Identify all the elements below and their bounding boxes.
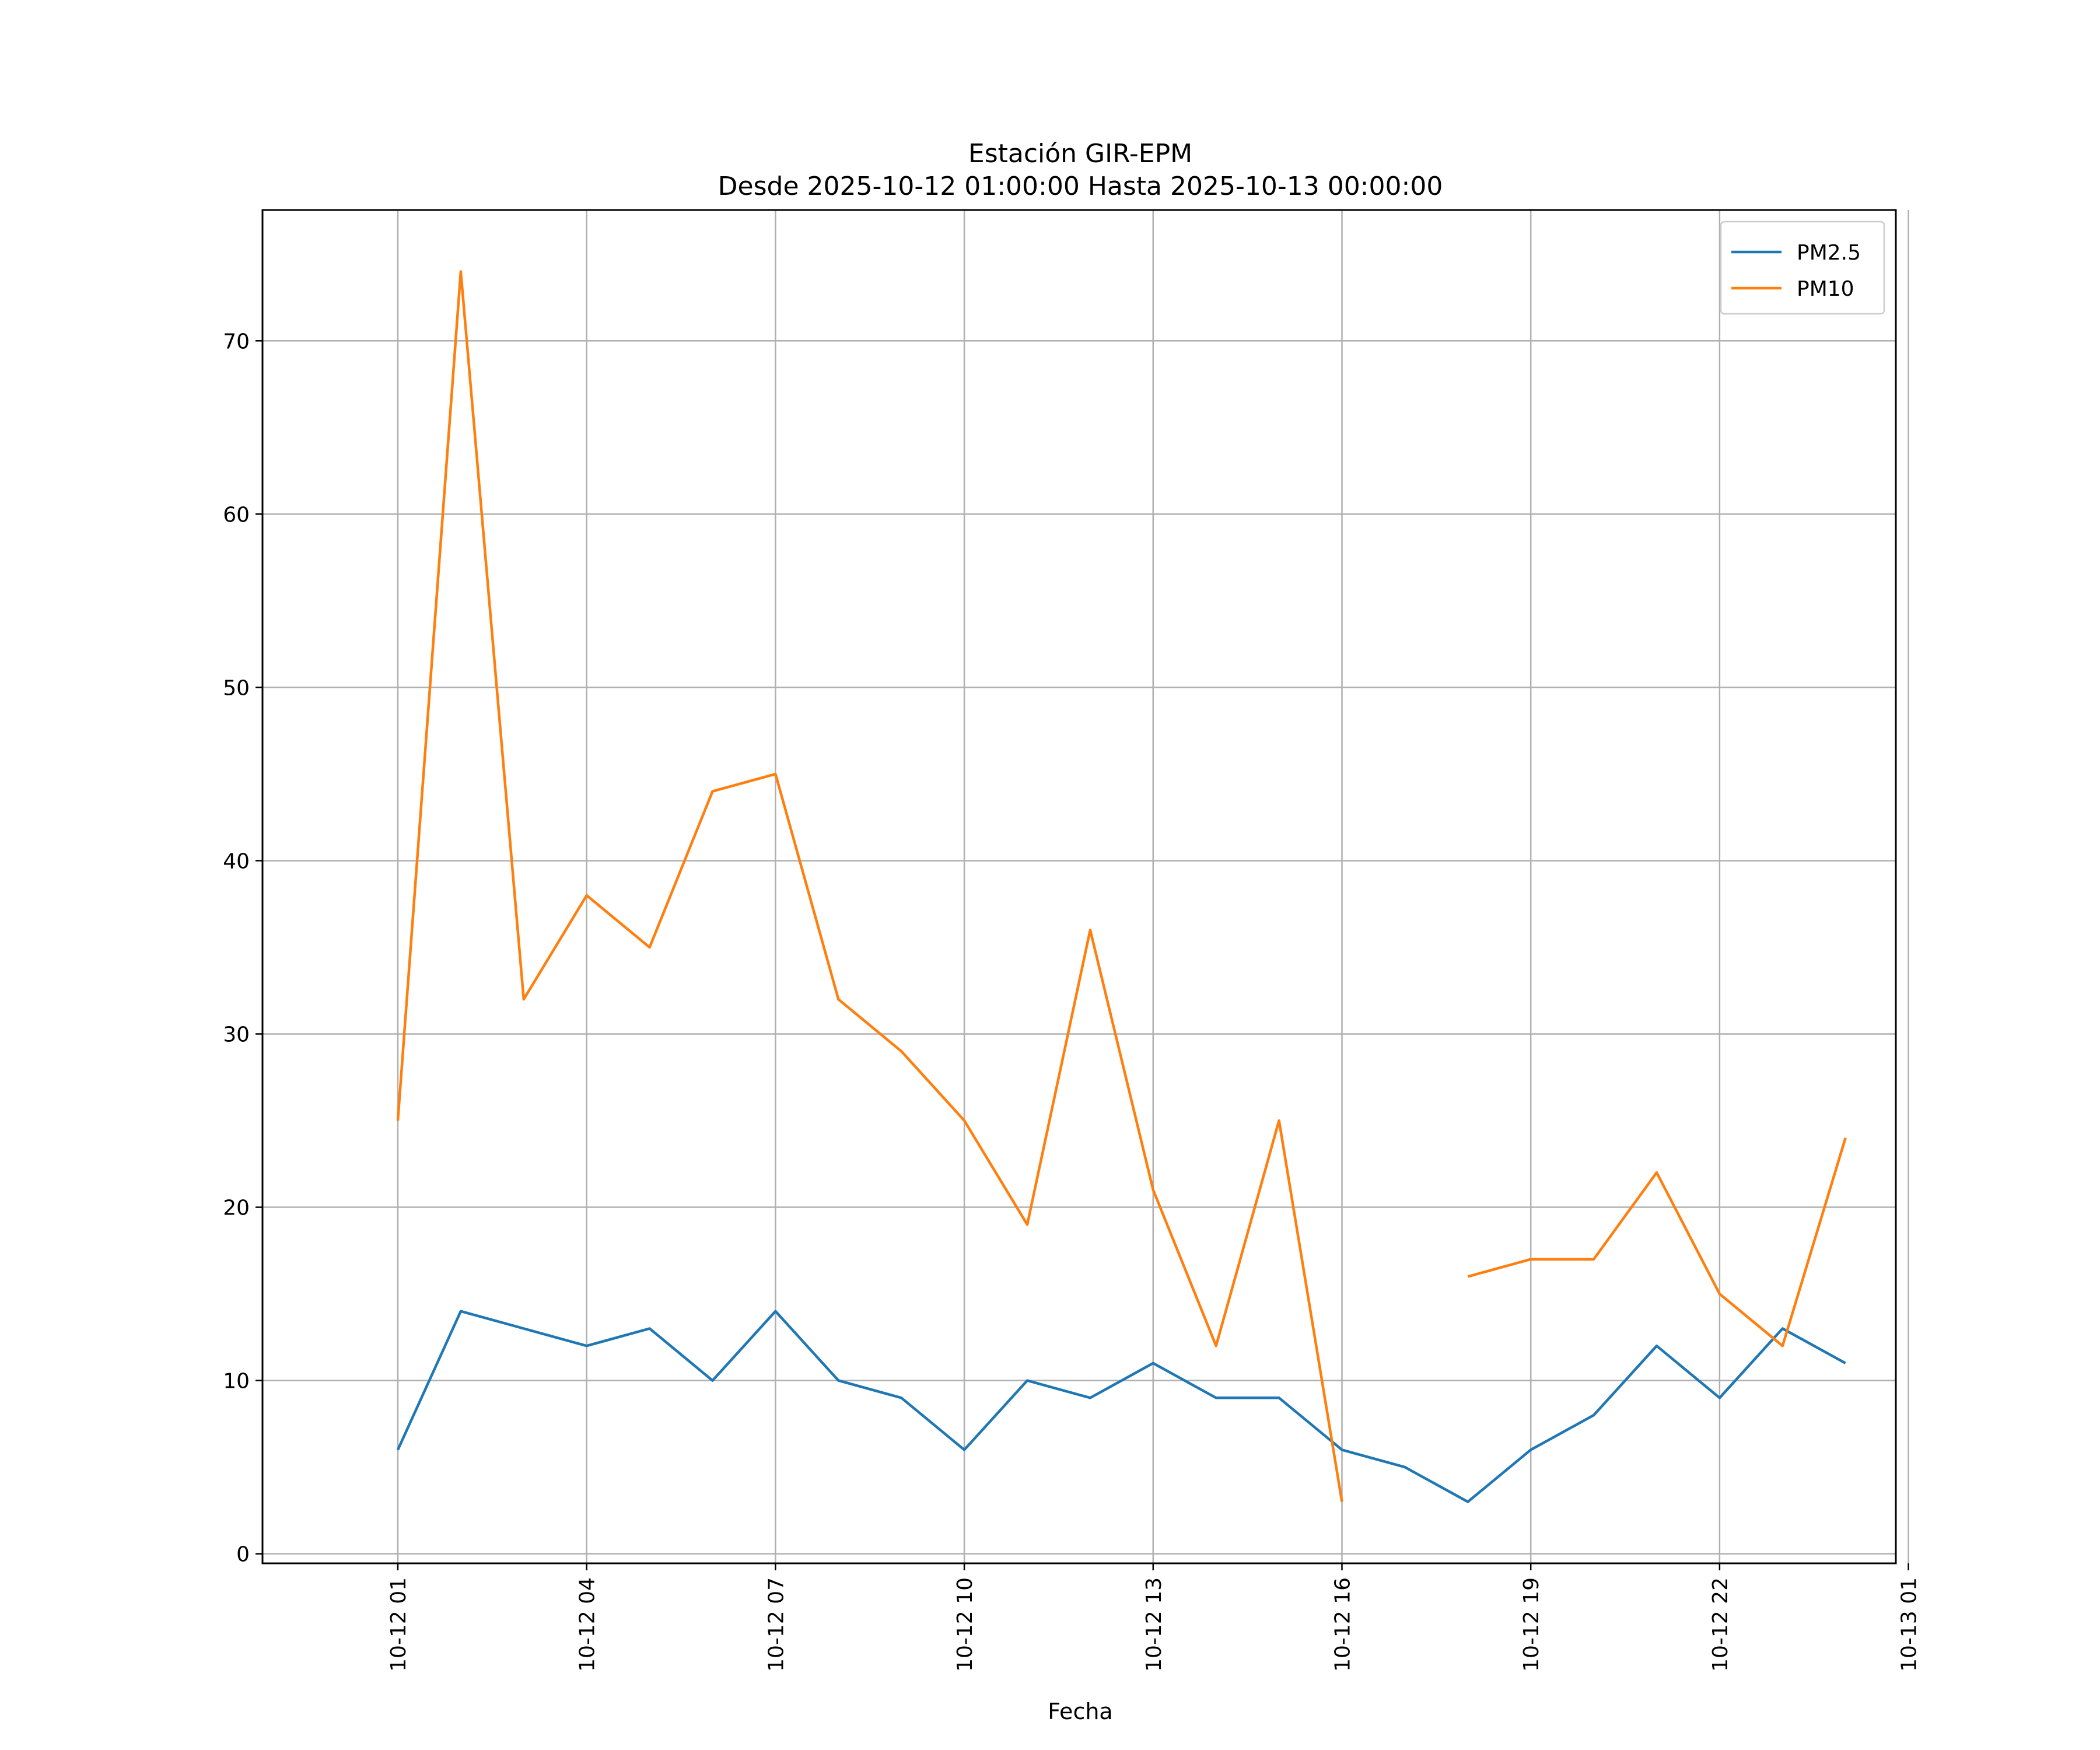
legend-box — [1720, 220, 1885, 315]
plot-frame — [261, 209, 1897, 1564]
y-axis: 0 10 20 30 40 50 60 70 — [223, 330, 262, 1567]
series-line-pm25 — [396, 1310, 1846, 1503]
series-lines — [396, 270, 1847, 1503]
y-tick-label: 30 — [223, 1023, 250, 1046]
x-tick-label: 10-12 13 — [1142, 1577, 1166, 1672]
x-tick-label: 10-12 04 — [576, 1577, 600, 1672]
series-line-pm10 — [396, 270, 1847, 1502]
chart-title: Estación GIR-EPM — [968, 139, 1192, 169]
y-tick-label: 40 — [223, 849, 250, 873]
x-tick-label: 10-12 22 — [1709, 1577, 1732, 1672]
y-tick-label: 60 — [223, 503, 250, 527]
chart-subtitle: Desde 2025-10-12 01:00:00 Hasta 2025-10-… — [718, 172, 1443, 201]
x-tick-label: 10-12 07 — [764, 1577, 788, 1672]
y-tick-label: 10 — [223, 1370, 250, 1394]
x-axis-label: Fecha — [1048, 1699, 1112, 1724]
legend-label: PM10 — [1797, 277, 1854, 301]
x-tick-label: 10-12 19 — [1520, 1577, 1544, 1672]
y-tick-label: 20 — [223, 1196, 250, 1220]
y-tick-label: 50 — [223, 676, 250, 700]
grid — [262, 210, 1909, 1563]
y-tick-label: 70 — [223, 330, 250, 354]
x-tick-label: 10-12 10 — [953, 1577, 977, 1672]
legend: PM2.5 PM10 — [1720, 220, 1885, 315]
x-tick-label: 10-12 01 — [387, 1577, 411, 1672]
legend-label: PM2.5 — [1797, 241, 1861, 265]
y-tick-label: 0 — [236, 1543, 250, 1567]
x-tick-label: 10-12 16 — [1331, 1577, 1354, 1672]
x-tick-label: 10-13 01 — [1898, 1577, 1922, 1672]
x-axis: 10-12 01 10-12 04 10-12 07 10-12 10 10-12 13… — [387, 1563, 1922, 1672]
